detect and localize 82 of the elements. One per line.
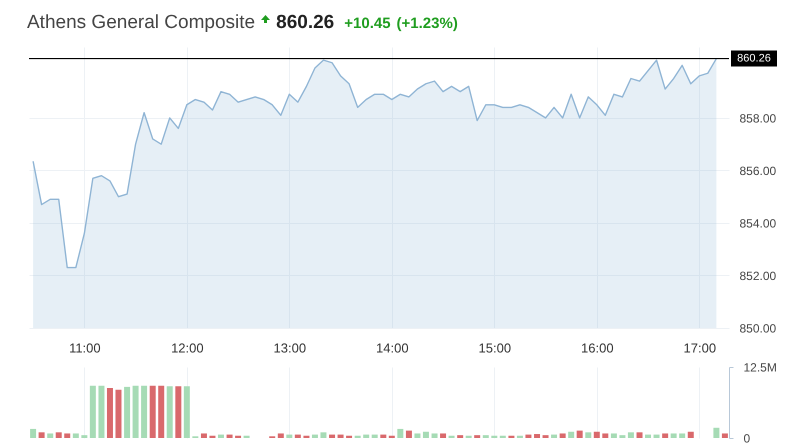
bar (56, 432, 62, 438)
bar (440, 433, 446, 438)
bar (619, 435, 626, 438)
bar (688, 432, 694, 438)
y-tick-label: 856.00 (740, 164, 777, 178)
bar (722, 433, 728, 438)
bar (610, 433, 617, 438)
bar (645, 434, 652, 438)
bar (338, 434, 344, 438)
x-tick-label: 13:00 (274, 340, 306, 356)
bar (594, 432, 600, 438)
bar (294, 434, 301, 438)
bar (670, 433, 677, 438)
bar (278, 433, 284, 438)
bar (30, 428, 36, 438)
bar (72, 433, 79, 438)
bar (64, 433, 70, 438)
bar (141, 386, 148, 438)
y-tick-label: 0 (744, 432, 750, 446)
bar (679, 433, 686, 438)
y-tick-label: 854.00 (740, 216, 777, 230)
bar (47, 433, 54, 438)
bar (636, 432, 643, 438)
bar (363, 434, 370, 438)
x-tick-label: 15:00 (478, 340, 512, 356)
bar (406, 430, 412, 438)
bar (542, 435, 549, 438)
bar (166, 386, 173, 438)
bar (662, 433, 668, 438)
bar (98, 386, 104, 438)
bar (286, 434, 292, 438)
bar (525, 434, 532, 438)
y-tick-label: 12.5M (744, 360, 777, 374)
chart-title: Athens General Composite (27, 12, 256, 34)
x-tick-label: 11:00 (69, 340, 101, 356)
x-tick-label: 17:00 (684, 340, 716, 356)
bar (576, 430, 583, 438)
bar (38, 432, 45, 438)
bar (654, 434, 660, 438)
bar (713, 428, 720, 438)
bar (81, 435, 88, 438)
bar (372, 434, 378, 438)
x-tick-label: 14:00 (376, 340, 409, 356)
bar (380, 434, 386, 438)
bar (482, 435, 489, 438)
bar (320, 432, 326, 438)
bar (218, 434, 224, 438)
bar (551, 434, 558, 438)
bar (158, 386, 164, 438)
bar (184, 386, 190, 438)
bar (457, 435, 464, 438)
text: (+1.23%) (396, 14, 458, 32)
y-tick-label: 852.00 (740, 268, 777, 283)
bar (560, 433, 566, 438)
bar (397, 428, 404, 438)
bar (175, 386, 182, 438)
bar (106, 388, 113, 438)
text: 860.26 (276, 12, 334, 34)
bar (132, 386, 139, 438)
text: +10.45 (344, 14, 391, 32)
bar (312, 434, 318, 438)
y-tick-label: 850.00 (740, 322, 777, 336)
bar (602, 433, 608, 438)
bar (226, 434, 233, 438)
ref-line-label: 860.26 (737, 52, 771, 65)
bar (150, 386, 156, 438)
bar (474, 435, 480, 438)
bar (628, 432, 634, 438)
y-tick-label: 858.00 (740, 111, 777, 126)
bar (115, 390, 122, 438)
bar (200, 433, 207, 438)
bar (90, 386, 96, 438)
bar (568, 432, 574, 438)
x-tick-label: 16:00 (581, 340, 614, 356)
x-tick-label: 12:00 (171, 340, 204, 356)
bar (329, 434, 336, 438)
bar (432, 433, 438, 438)
bar (534, 434, 540, 438)
bar (585, 432, 592, 438)
bar (414, 433, 420, 438)
bar (422, 432, 429, 438)
bar (124, 386, 130, 438)
